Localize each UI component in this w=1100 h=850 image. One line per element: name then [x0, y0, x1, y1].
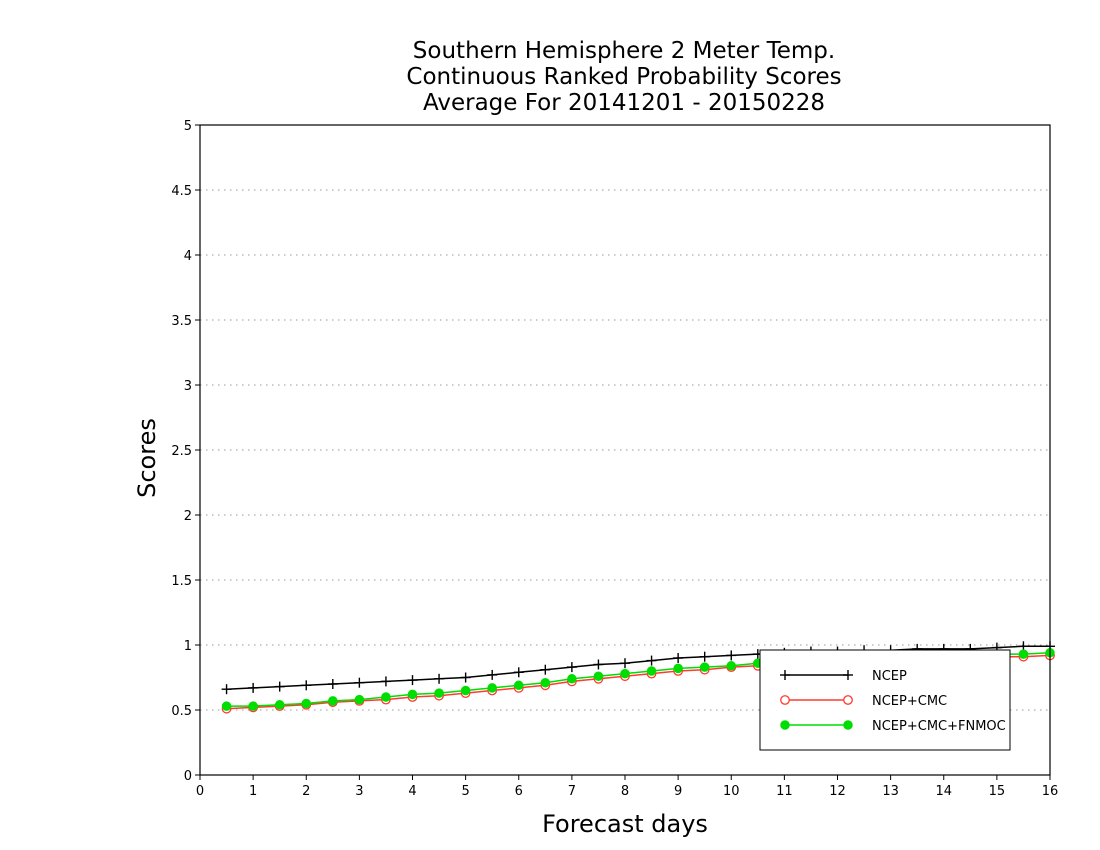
- data-point-filled-circle: [301, 698, 311, 709]
- data-point-plus: [513, 667, 524, 678]
- data-point-filled-circle: [673, 663, 683, 674]
- data-point-filled-circle: [843, 720, 853, 730]
- x-tick-label: 10: [723, 784, 740, 799]
- data-point-plus: [327, 679, 338, 689]
- data-point-plus: [354, 677, 365, 688]
- data-point-plus: [301, 680, 312, 691]
- legend-label: NCEP+CMC+FNMOC: [872, 719, 1006, 734]
- x-tick-label: 8: [621, 784, 629, 799]
- data-point-plus: [673, 653, 684, 663]
- data-point-plus: [726, 650, 737, 661]
- data-point-filled-circle: [248, 701, 258, 711]
- data-point-filled-circle: [407, 689, 418, 700]
- legend-item: NCEP+CMC: [780, 694, 947, 709]
- x-tick-label: 3: [355, 784, 363, 799]
- data-point-filled-circle: [487, 683, 497, 693]
- x-tick-label: 9: [674, 784, 682, 799]
- data-point-plus: [248, 682, 259, 693]
- x-axis-label: Forecast days: [542, 810, 708, 838]
- data-point-filled-circle: [567, 674, 577, 684]
- data-point-plus: [460, 672, 471, 683]
- data-point-filled-circle: [274, 700, 285, 710]
- data-point-filled-circle: [354, 694, 365, 705]
- y-tick-label: 1.5: [171, 574, 192, 589]
- data-point-plus: [540, 664, 551, 675]
- x-tick-label: 16: [1042, 784, 1059, 799]
- y-axis-label: Scores: [133, 418, 161, 498]
- data-point-plus: [487, 669, 498, 680]
- chart-title-line-3: Average For 20141201 - 20150228: [423, 90, 825, 116]
- x-tick-label: 1: [249, 784, 257, 799]
- data-point-filled-circle: [726, 661, 736, 671]
- chart-title-line-2: Continuous Ranked Probability Scores: [406, 64, 841, 90]
- data-point-plus: [593, 659, 604, 670]
- data-point-filled-circle: [646, 666, 657, 676]
- x-tick-label: 0: [196, 784, 204, 799]
- x-tick-label: 15: [989, 784, 1006, 799]
- y-tick-label: 3: [184, 379, 192, 394]
- data-point-filled-circle: [460, 685, 471, 696]
- x-tick-label: 2: [302, 784, 310, 799]
- data-point-plus: [434, 673, 445, 684]
- data-point-plus: [699, 651, 710, 662]
- data-point-filled-circle: [540, 677, 551, 688]
- series-ncep: [221, 641, 1055, 695]
- data-point-plus: [843, 670, 853, 680]
- legend-item: NCEP+CMC+FNMOC: [780, 719, 1006, 734]
- x-tick-label: 5: [461, 784, 469, 799]
- data-point-plus: [646, 655, 657, 666]
- data-point-filled-circle: [434, 688, 444, 698]
- chart-title: Southern Hemisphere 2 Meter Temp. Contin…: [406, 38, 841, 116]
- y-tick-label: 3.5: [171, 314, 192, 329]
- data-point-filled-circle: [620, 668, 630, 679]
- legend-label: NCEP+CMC: [872, 694, 947, 709]
- y-tick-label: 0: [184, 769, 192, 784]
- y-tick-label: 2: [184, 509, 192, 524]
- data-point-plus: [221, 684, 232, 695]
- y-tick-label: 1: [184, 639, 192, 654]
- grid-lines: [200, 189, 1050, 711]
- x-tick-label: 7: [568, 784, 576, 799]
- data-point-filled-circle: [699, 662, 710, 672]
- x-tick-label: 12: [829, 784, 846, 799]
- data-point-filled-circle: [221, 701, 232, 711]
- y-tick-label: 2.5: [171, 444, 192, 459]
- data-point-filled-circle: [780, 720, 790, 730]
- legend: NCEP NCEP+CMC NCEP+CMC+FNMOC: [759, 649, 1011, 751]
- data-point-filled-circle: [1018, 649, 1029, 659]
- chart-title-line-1: Southern Hemisphere 2 Meter Temp.: [413, 38, 835, 64]
- y-tick-label: 4: [184, 249, 192, 264]
- legend-label: NCEP: [872, 669, 907, 684]
- data-point-plus: [407, 675, 418, 686]
- data-point-filled-circle: [514, 680, 524, 691]
- axis-ticks: 00.511.522.533.544.550 1 2 3 4 5 6 7 8 9 10 11 12 13 1…: [171, 119, 1058, 799]
- data-point-open-circle: [780, 695, 790, 705]
- legend-item: NCEP: [780, 669, 907, 684]
- x-tick-label: 6: [515, 784, 523, 799]
- data-point-open-circle: [843, 695, 853, 705]
- x-tick-label: 4: [408, 784, 416, 799]
- data-point-filled-circle: [381, 692, 391, 702]
- y-tick-label: 5: [184, 119, 192, 134]
- x-tick-label: 13: [882, 784, 899, 799]
- y-tick-label: 4.5: [171, 184, 192, 199]
- data-point-filled-circle: [593, 671, 604, 681]
- x-tick-label: 11: [776, 784, 793, 799]
- data-point-plus: [274, 681, 285, 692]
- data-point-filled-circle: [328, 696, 338, 706]
- x-tick-label: 14: [935, 784, 952, 799]
- data-point-plus: [620, 658, 630, 669]
- y-tick-label: 0.5: [171, 704, 192, 719]
- data-point-plus: [780, 670, 790, 680]
- data-point-plus: [566, 662, 577, 673]
- data-point-plus: [380, 676, 391, 687]
